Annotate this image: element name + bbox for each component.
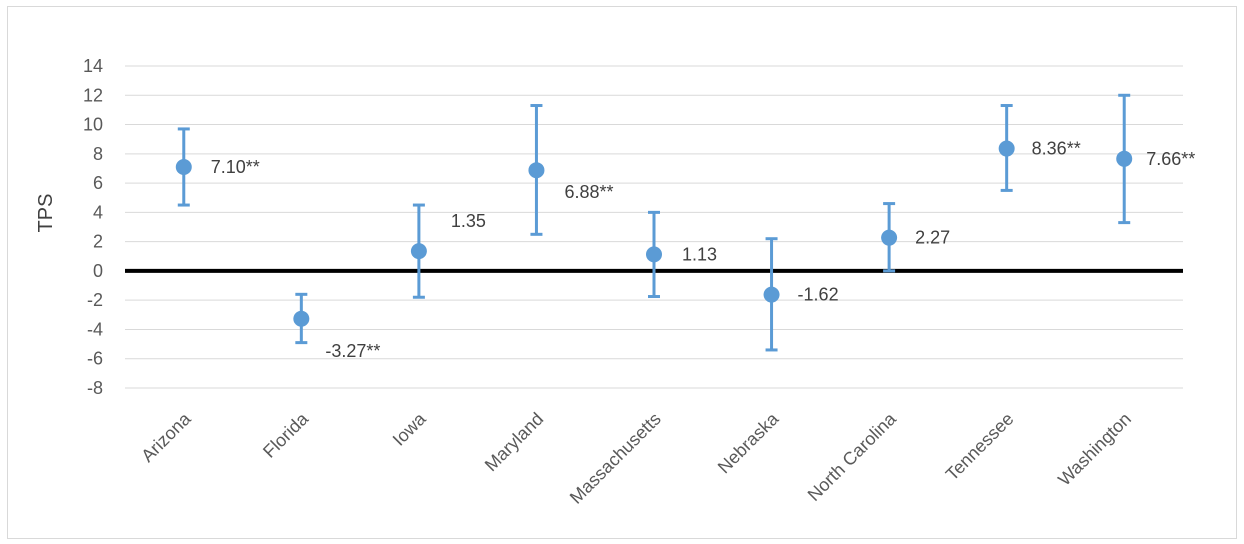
y-tick-label: 14 bbox=[83, 56, 103, 76]
data-point bbox=[646, 246, 662, 263]
data-label: 1.13 bbox=[682, 244, 717, 264]
data-point bbox=[293, 310, 310, 327]
data-label: 7.10** bbox=[211, 157, 260, 177]
y-tick-label: 10 bbox=[83, 115, 103, 135]
x-tick-label: Tennessee bbox=[942, 409, 1018, 485]
y-tick-label: 6 bbox=[93, 173, 103, 193]
x-tick-label: Florida bbox=[259, 408, 313, 462]
x-tick-label: Arizona bbox=[137, 408, 195, 466]
data-label: 7.66** bbox=[1146, 149, 1195, 169]
data-label: -3.27** bbox=[325, 341, 380, 361]
x-tick-label: Nebraska bbox=[714, 408, 783, 477]
y-tick-label: 4 bbox=[93, 202, 103, 222]
data-label: 2.27 bbox=[915, 228, 950, 248]
data-label: 8.36** bbox=[1032, 139, 1081, 159]
data-point bbox=[998, 140, 1015, 157]
y-tick-label: 12 bbox=[83, 85, 103, 105]
x-tick-label: North Carolina bbox=[804, 408, 901, 505]
data-point bbox=[1116, 150, 1133, 167]
y-axis-title: TPS bbox=[35, 194, 57, 233]
data-label: 6.88** bbox=[564, 182, 613, 202]
data-point bbox=[175, 158, 192, 175]
data-points bbox=[175, 140, 1133, 327]
y-tick-label: 0 bbox=[93, 261, 103, 281]
data-point bbox=[763, 286, 780, 303]
error-bars bbox=[177, 93, 1131, 352]
y-tick-label: -4 bbox=[87, 319, 103, 339]
data-point bbox=[528, 162, 545, 179]
x-tick-label: Washington bbox=[1054, 409, 1135, 490]
x-tick-labels: Arizona Florida Iowa Maryland Massachusetts N… bbox=[137, 408, 1135, 508]
x-tick-label: Iowa bbox=[389, 408, 431, 450]
y-tick-label: -6 bbox=[87, 349, 103, 369]
x-tick-label: Massachusetts bbox=[566, 409, 665, 508]
x-tick-label: Maryland bbox=[481, 409, 547, 475]
y-tick-label: -8 bbox=[87, 378, 103, 398]
y-tick-label: 8 bbox=[93, 144, 103, 164]
y-tick-labels: 14 12 10 8 6 4 2 0 -2 -4 -6 -8 bbox=[83, 56, 103, 398]
data-label: 1.35 bbox=[451, 211, 486, 231]
data-labels: 7.10** -3.27** 1.35 6.88** 1.13 -1.62 2.27 8.36… bbox=[211, 139, 1195, 361]
data-point bbox=[410, 243, 427, 260]
data-point bbox=[881, 229, 898, 246]
data-label: -1.62 bbox=[798, 285, 839, 305]
y-tick-label: -2 bbox=[87, 290, 103, 310]
y-tick-label: 2 bbox=[93, 232, 103, 252]
